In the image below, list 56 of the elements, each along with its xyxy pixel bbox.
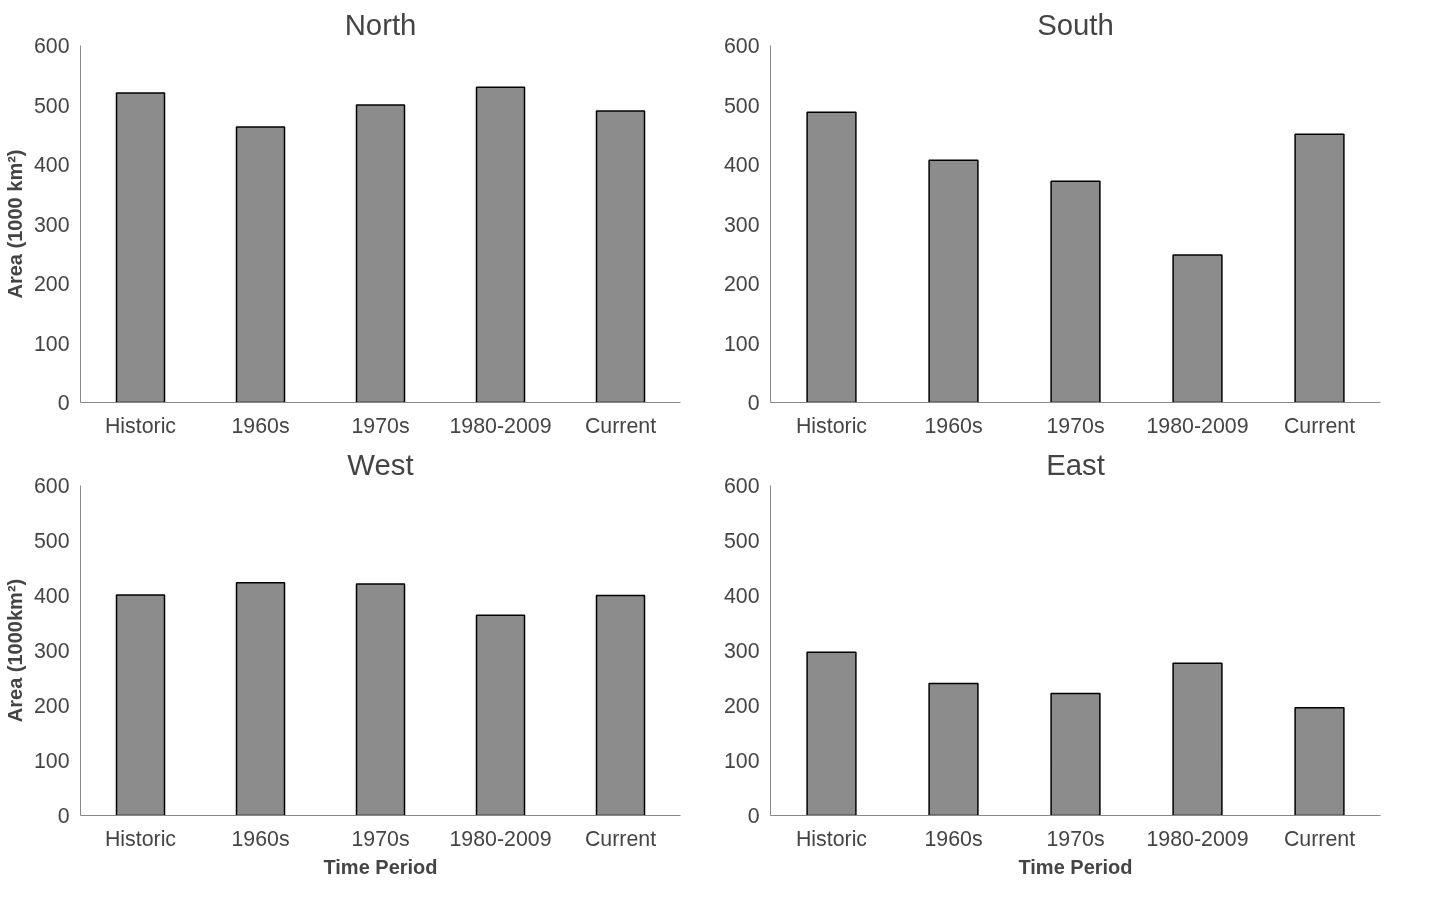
y-tick-label: 0 xyxy=(747,804,760,828)
x-tick-label: Current xyxy=(1283,413,1356,438)
y-tick-label: 100 xyxy=(723,749,760,773)
x-tick-label: 1960s xyxy=(924,826,983,851)
y-tick-label: 100 xyxy=(33,331,70,356)
y-tick-label: 100 xyxy=(723,331,760,356)
y-tick-label: 600 xyxy=(33,474,70,498)
y-tick-label: 0 xyxy=(747,391,760,415)
x-tick-label: 1960s xyxy=(924,413,983,438)
y-tick-label: 400 xyxy=(723,153,760,177)
x-tick-label: 1970s xyxy=(351,413,410,438)
y-tick-label: 300 xyxy=(723,639,760,663)
y-tick-label: 600 xyxy=(723,474,760,498)
y-tick-label: 0 xyxy=(57,804,70,828)
y-tick-label: 500 xyxy=(33,529,70,553)
x-tick-label: 1960s xyxy=(231,413,290,438)
y-tick-label: 200 xyxy=(33,272,70,296)
y-tick-label: 300 xyxy=(33,212,70,237)
y-tick-label: 600 xyxy=(723,34,760,58)
x-axis-title: Time Period xyxy=(1018,855,1133,878)
y-tick-label: 200 xyxy=(33,694,70,718)
chart-title: East xyxy=(1046,447,1105,481)
y-axis-title: Area (1000 km²) xyxy=(3,149,26,299)
x-tick-label: 1980-2009 xyxy=(1146,413,1249,438)
x-tick-label: Historic xyxy=(795,413,868,438)
y-tick-label: 200 xyxy=(723,272,760,296)
x-tick-label: 1980-2009 xyxy=(449,413,552,438)
chart-title: West xyxy=(347,447,414,481)
y-tick-label: 300 xyxy=(723,212,760,237)
y-tick-label: 200 xyxy=(723,694,760,718)
y-tick-label: 400 xyxy=(723,584,760,608)
y-tick-label: 500 xyxy=(33,93,70,118)
x-tick-label: Current xyxy=(1283,826,1356,851)
y-tick-label: 400 xyxy=(33,584,70,608)
x-axis-title: Time Period xyxy=(323,855,438,878)
x-tick-label: 1980-2009 xyxy=(449,826,552,851)
x-tick-label: Historic xyxy=(104,826,177,851)
x-tick-label: Historic xyxy=(795,826,868,851)
y-tick-label: 500 xyxy=(723,93,760,118)
y-axis-title: Area (1000km²) xyxy=(3,578,26,723)
chart-title: South xyxy=(1037,7,1114,41)
x-tick-label: 1970s xyxy=(1046,413,1105,438)
y-tick-label: 600 xyxy=(33,34,70,58)
y-tick-label: 400 xyxy=(33,153,70,177)
x-tick-label: Current xyxy=(584,413,657,438)
x-tick-label: Historic xyxy=(104,413,177,438)
y-tick-label: 100 xyxy=(33,749,70,773)
x-tick-label: 1970s xyxy=(351,826,410,851)
x-tick-label: 1960s xyxy=(231,826,290,851)
y-tick-label: 500 xyxy=(723,529,760,553)
y-tick-label: 0 xyxy=(57,391,70,415)
x-tick-label: 1970s xyxy=(1046,826,1105,851)
y-tick-label: 300 xyxy=(33,639,70,663)
x-tick-label: Current xyxy=(584,826,657,851)
x-tick-label: 1980-2009 xyxy=(1146,826,1249,851)
chart-title: North xyxy=(344,7,417,41)
